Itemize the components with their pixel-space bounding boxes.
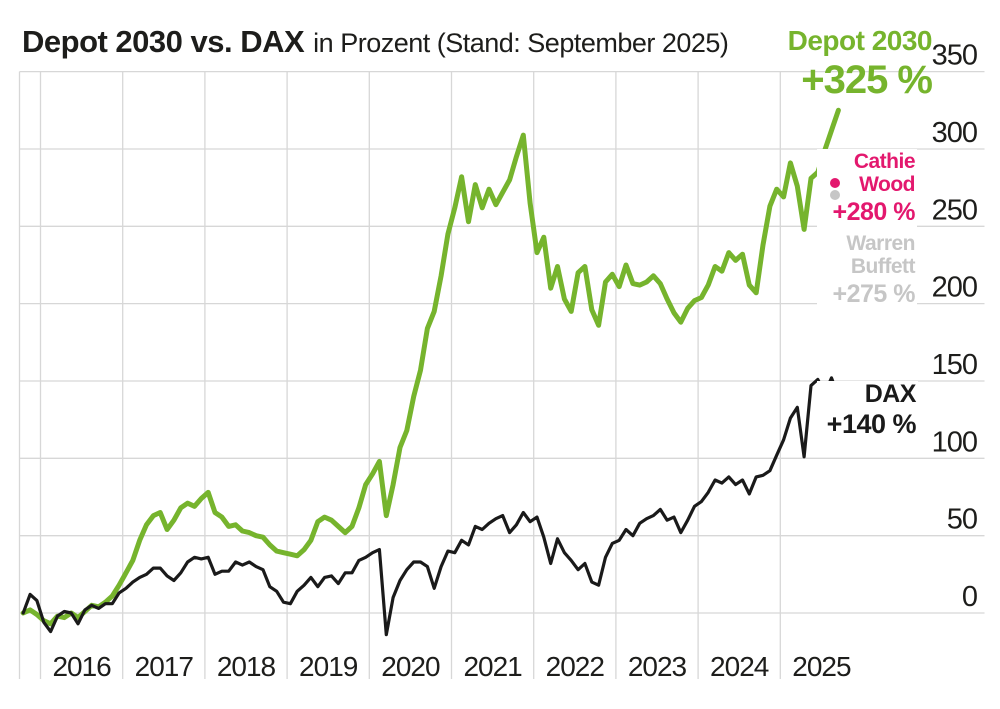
page-title: Depot 2030 vs. DAX in Prozent (Stand: Sep…	[22, 24, 729, 60]
cathie-name-line1: Cathie	[853, 150, 916, 173]
depot-label: Depot 2030	[787, 25, 933, 56]
svg-text:2016: 2016	[52, 651, 111, 682]
svg-text:2022: 2022	[546, 651, 605, 682]
title-subtitle: in Prozent (Stand: September 2025)	[313, 28, 729, 58]
svg-text:50: 50	[947, 504, 977, 536]
svg-text:350: 350	[932, 40, 977, 72]
title-main: Depot 2030 vs. DAX	[22, 24, 305, 59]
svg-text:200: 200	[932, 272, 977, 304]
svg-text:150: 150	[932, 349, 977, 381]
annotation-dax: DAX +140 %	[816, 380, 918, 440]
cathie-value: +280 %	[832, 198, 916, 227]
svg-text:300: 300	[932, 117, 977, 149]
buffett-name-line2: Buffett	[850, 255, 916, 279]
annotation-warren-buffett: Warren Buffett +275 %	[816, 231, 917, 310]
svg-text:2023: 2023	[628, 651, 687, 682]
cathie-name-line2: Wood	[859, 173, 915, 197]
svg-text:2024: 2024	[710, 651, 769, 682]
svg-text:2025: 2025	[792, 651, 851, 682]
svg-text:250: 250	[932, 194, 977, 226]
dax-label: DAX	[864, 380, 917, 408]
annotation-cathie-wood: Cathie Wood +280 %	[816, 149, 917, 228]
svg-text:2018: 2018	[217, 651, 276, 682]
cathie-wood-point-marker	[830, 178, 841, 189]
svg-text:2019: 2019	[299, 651, 358, 682]
buffett-name-line1: Warren	[846, 232, 915, 255]
svg-text:0: 0	[962, 581, 977, 613]
depot-value: +325 %	[801, 58, 933, 103]
dax-value: +140 %	[826, 409, 917, 440]
warren-buffett-point-marker	[830, 190, 841, 201]
annotation-depot-2030: Depot 2030 +325 %	[787, 25, 933, 103]
svg-text:2020: 2020	[381, 651, 440, 682]
svg-text:2017: 2017	[135, 651, 194, 682]
svg-text:2021: 2021	[463, 651, 522, 682]
svg-text:100: 100	[932, 426, 977, 458]
buffett-value: +275 %	[832, 280, 916, 309]
